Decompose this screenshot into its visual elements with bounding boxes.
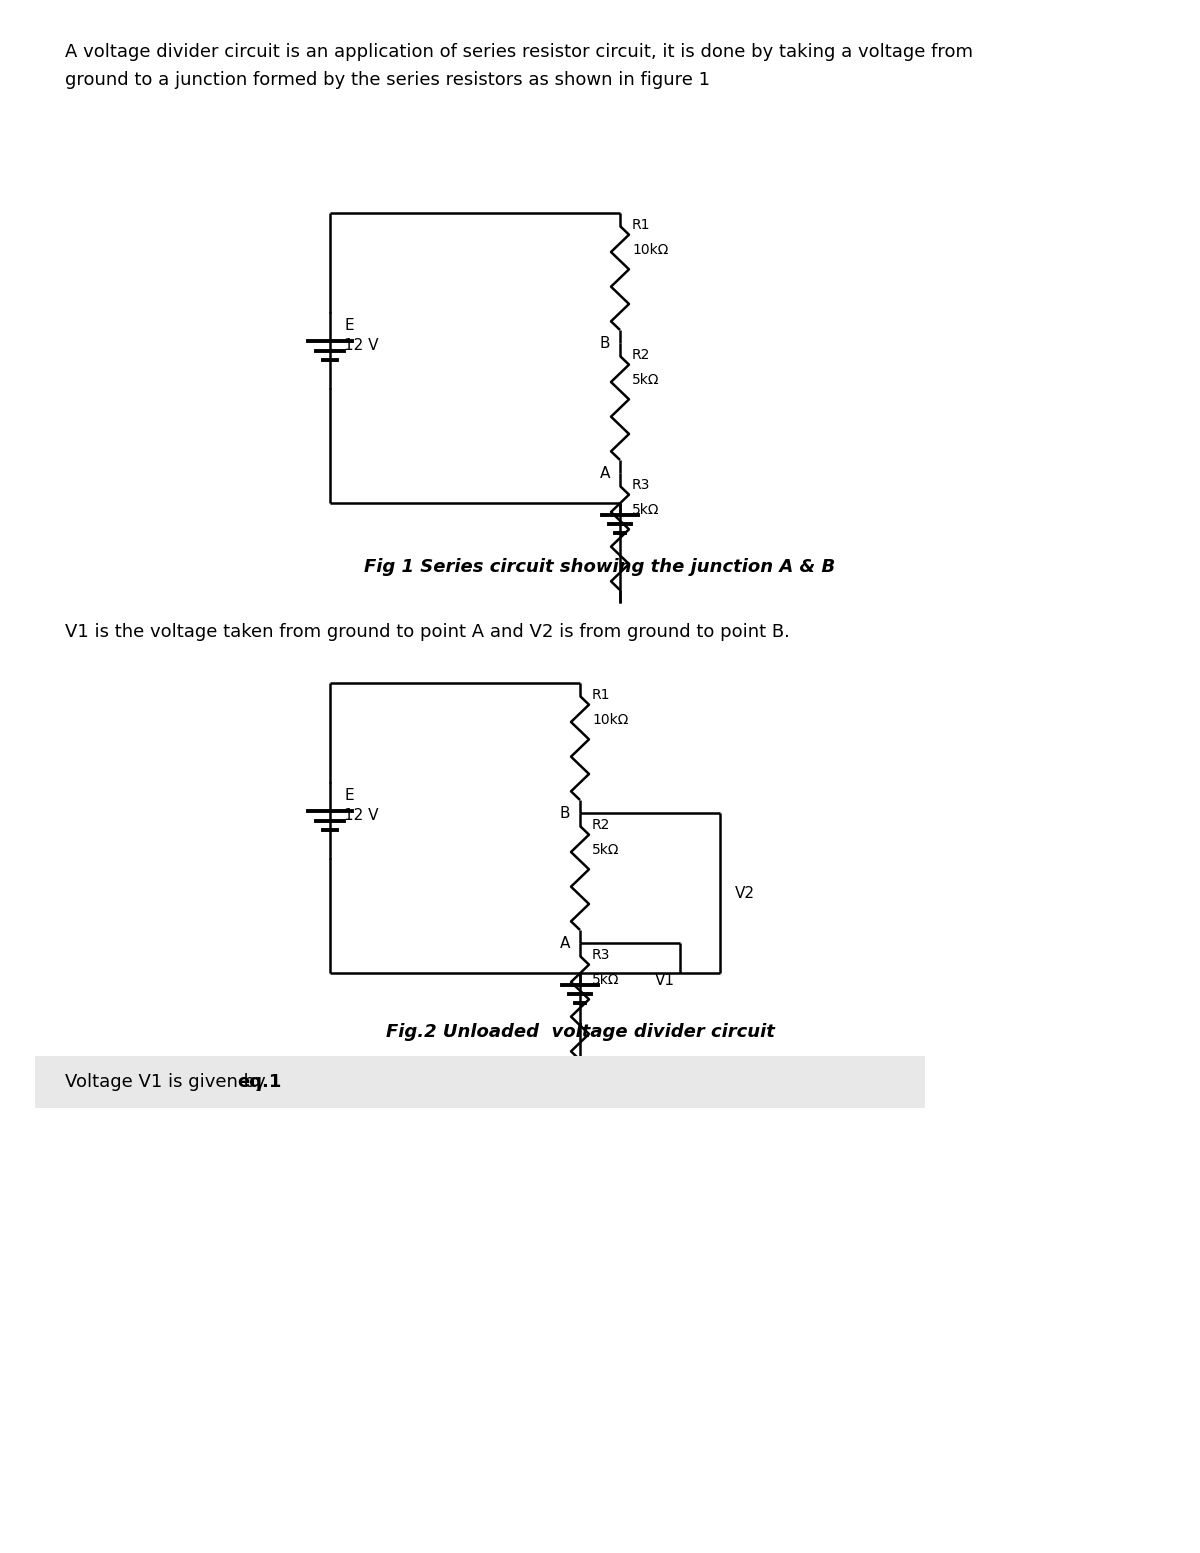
Text: V1: V1	[655, 974, 674, 988]
FancyBboxPatch shape	[35, 1056, 925, 1107]
Text: A voltage divider circuit is an application of series resistor circuit, it is do: A voltage divider circuit is an applicat…	[65, 43, 973, 89]
Text: R3: R3	[592, 947, 611, 961]
Text: A: A	[559, 935, 570, 950]
Text: R1: R1	[632, 217, 650, 231]
Text: 5kΩ: 5kΩ	[592, 974, 619, 988]
Text: 12 V: 12 V	[344, 339, 378, 353]
Text: R2: R2	[592, 818, 611, 832]
Text: B: B	[600, 335, 610, 351]
Text: 5kΩ: 5kΩ	[592, 843, 619, 857]
Text: Voltage V1 is given by: Voltage V1 is given by	[65, 1073, 271, 1092]
Text: eq.1: eq.1	[238, 1073, 282, 1092]
Text: E: E	[344, 318, 354, 332]
Text: R1: R1	[592, 688, 611, 702]
Text: Fig.2 Unloaded  voltage divider circuit: Fig.2 Unloaded voltage divider circuit	[385, 1023, 774, 1041]
Text: Fig 1 Series circuit showing the junction A & B: Fig 1 Series circuit showing the junctio…	[365, 558, 835, 576]
Text: V2: V2	[734, 885, 755, 901]
Text: 5kΩ: 5kΩ	[632, 503, 660, 517]
Text: R2: R2	[632, 348, 650, 362]
Text: V1 is the voltage taken from ground to point A and V2 is from ground to point B.: V1 is the voltage taken from ground to p…	[65, 623, 790, 641]
Text: 10kΩ: 10kΩ	[632, 242, 668, 256]
Text: 10kΩ: 10kΩ	[592, 713, 629, 727]
Text: E: E	[344, 787, 354, 803]
Text: B: B	[559, 806, 570, 820]
Text: R3: R3	[632, 478, 650, 492]
Text: 12 V: 12 V	[344, 808, 378, 823]
Text: 5kΩ: 5kΩ	[632, 373, 660, 387]
Text: A: A	[600, 466, 610, 480]
